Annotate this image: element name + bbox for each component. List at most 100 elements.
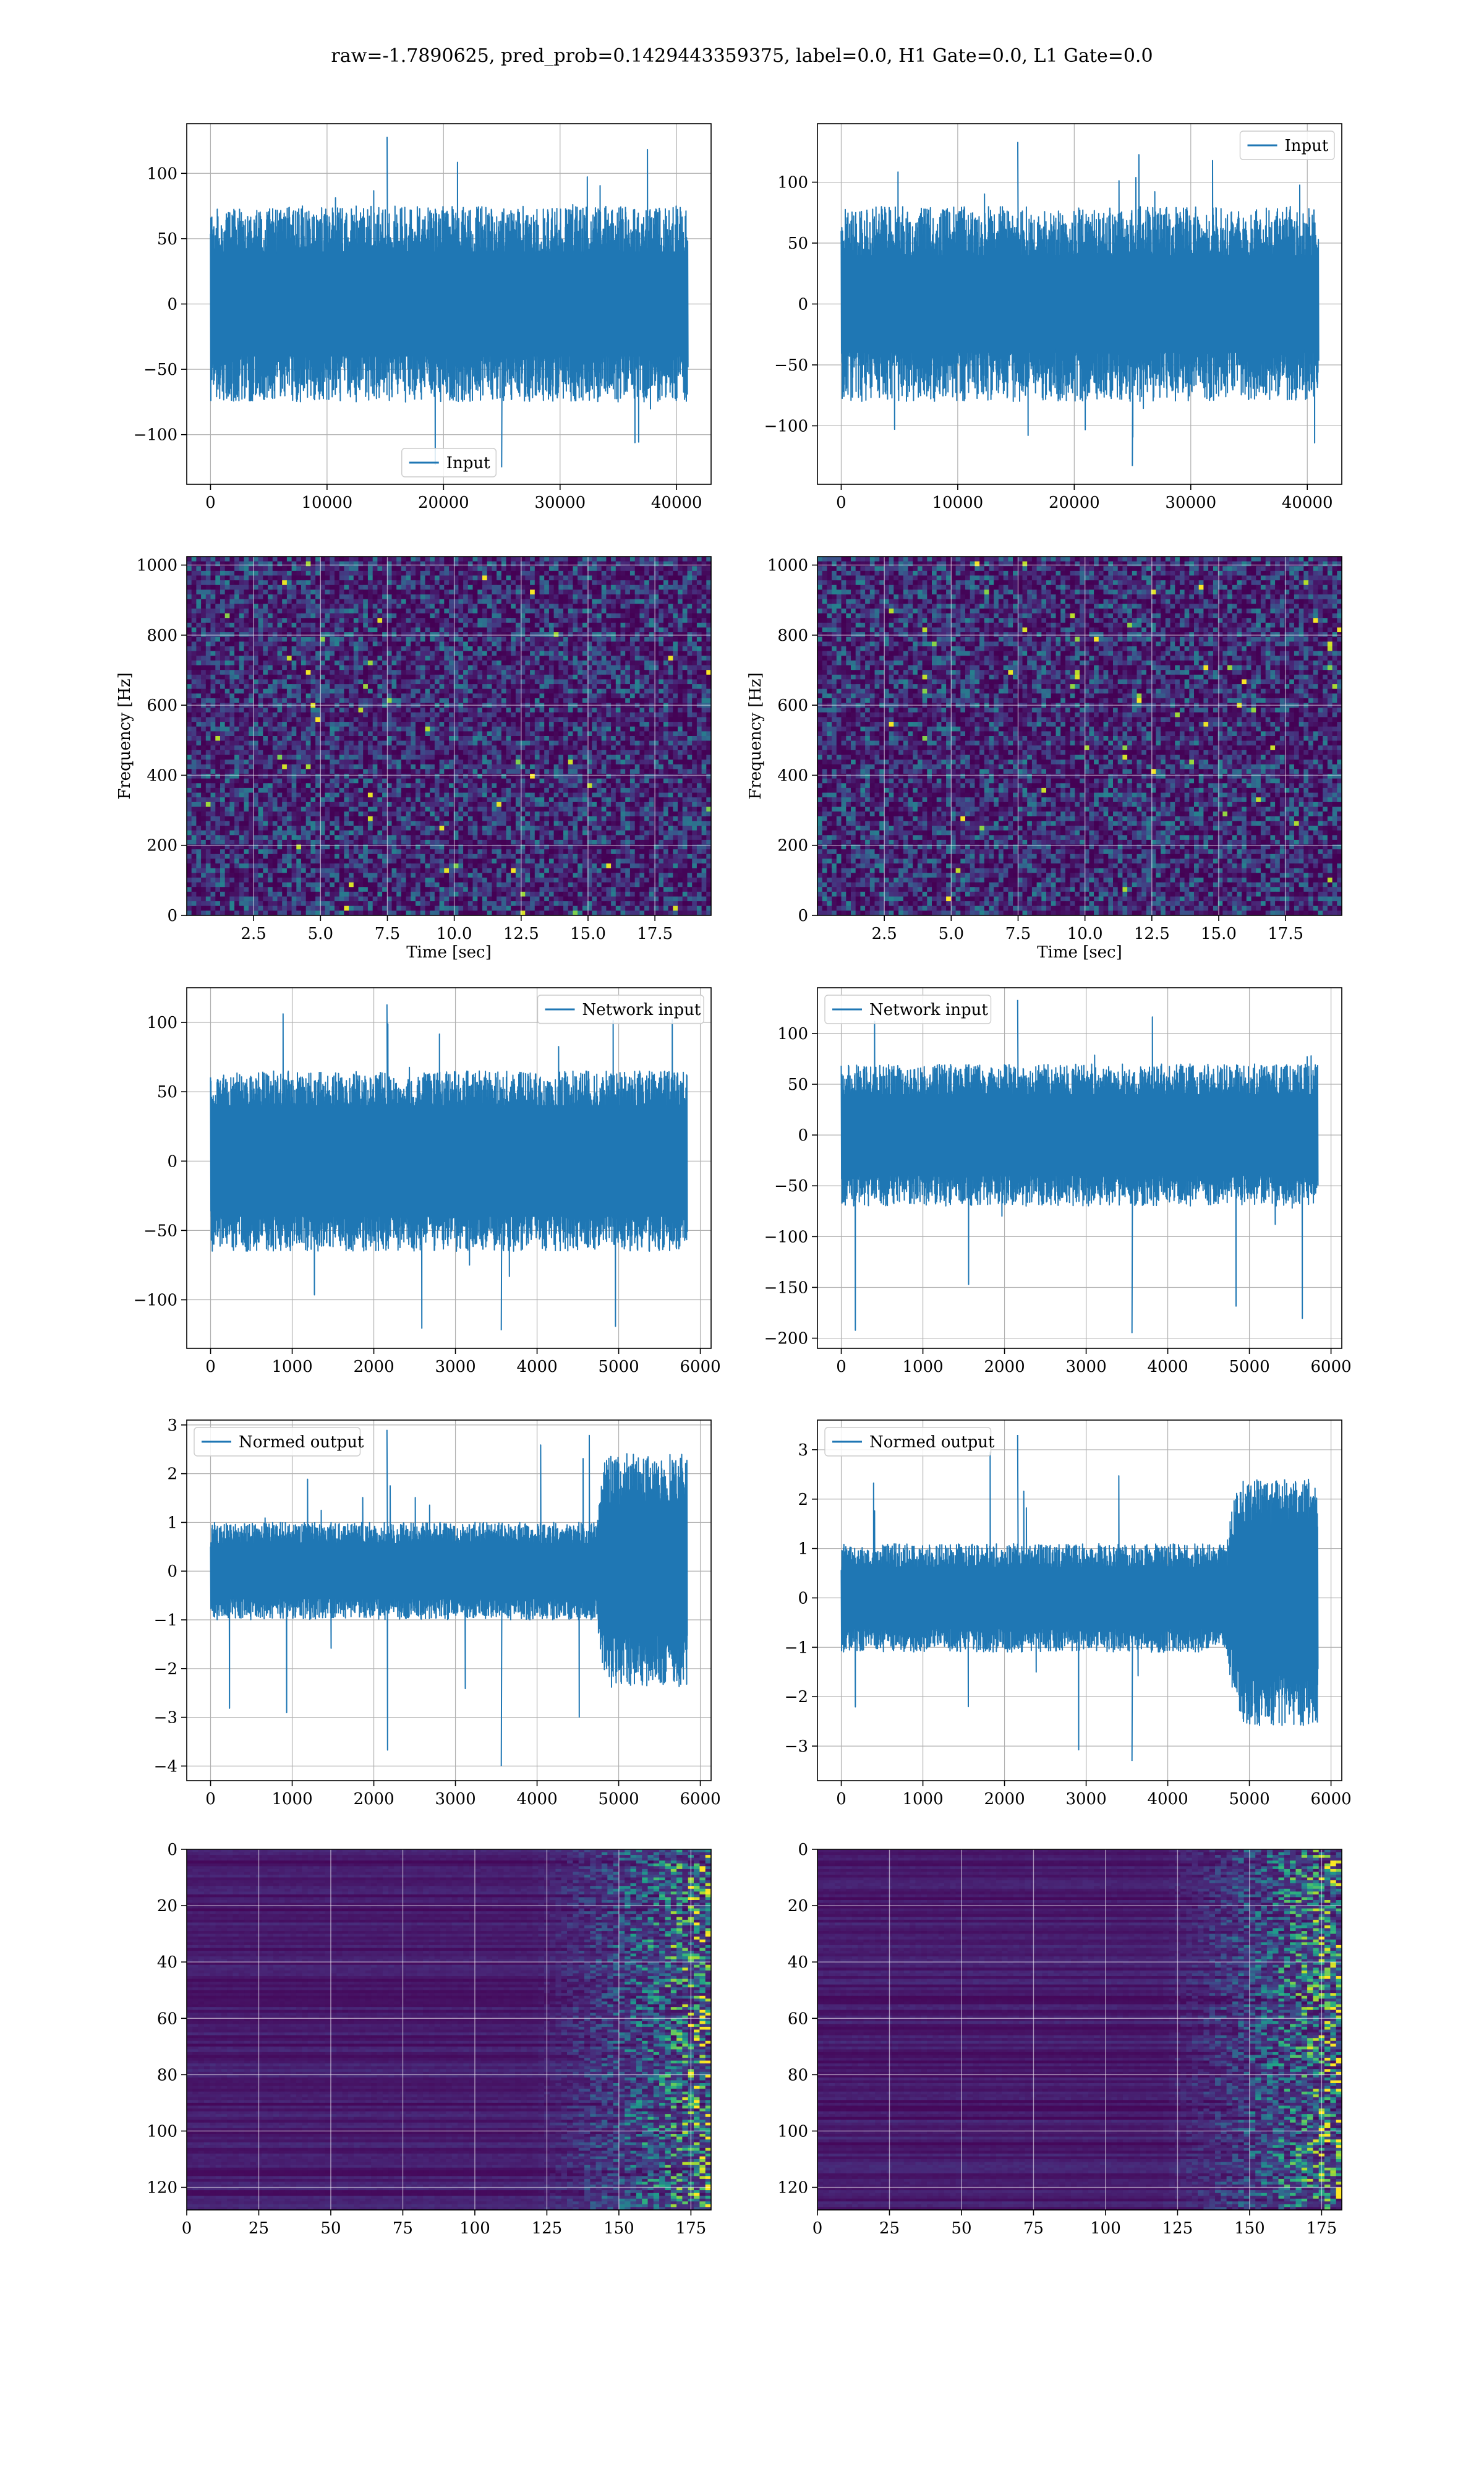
spectrogram-h1-cell [673, 688, 678, 694]
spectrogram-h1-cell [301, 618, 307, 623]
spectrogram-h1-cell [253, 599, 259, 604]
spectrogram-h1-cell [592, 755, 597, 760]
spectrogram-h1-cell [620, 622, 626, 628]
spectrogram-h1-cell [310, 736, 316, 742]
spectrogram-h1-cell [548, 740, 555, 746]
spectrogram-h1-cell [330, 641, 335, 647]
spectrogram-h1-cell [349, 665, 354, 670]
spectrogram-h1-cell [634, 608, 640, 614]
spectrogram-h1-cell [706, 745, 711, 751]
spectrogram-h1-cell [506, 708, 511, 713]
spectrogram-h1-cell [701, 693, 707, 699]
spectrogram-h1-cell [634, 646, 640, 652]
spectrogram-h1-cell [663, 726, 669, 732]
spectrogram-h1-cell [386, 684, 393, 690]
spectrogram-h1-cell [330, 674, 335, 680]
spectrogram-h1-cell [416, 665, 421, 670]
spectrogram-h1-cell [520, 622, 526, 628]
spectrogram-h1-cell [406, 646, 411, 652]
spectrogram-h1-cell [611, 566, 616, 571]
spectrogram-h1-cell [263, 665, 268, 670]
spectrogram-h1-cell [553, 726, 559, 732]
spectrogram-h1-cell [205, 561, 211, 567]
spectrogram-h1-cell [358, 651, 364, 656]
spectrogram-h1-cell [411, 698, 416, 704]
spectrogram-h1-cell [201, 684, 207, 690]
spectrogram-h1-cell [339, 740, 344, 746]
spectrogram-h1-cell [439, 674, 445, 680]
spectrogram-h1-cell [511, 708, 516, 713]
spectrogram-h1-cell [592, 589, 597, 595]
spectrogram-h1-cell [553, 731, 559, 737]
spectrogram-h1-cell [406, 708, 411, 713]
spectrogram-h1-cell [391, 755, 397, 760]
spectrogram-h1-cell [258, 755, 263, 760]
spectrogram-h1-cell [539, 740, 545, 746]
spectrogram-h1-cell [530, 613, 535, 618]
spectrogram-h1-cell [544, 679, 550, 685]
spectrogram-h1-cell [215, 660, 221, 666]
spectrogram-h1-cell [330, 570, 335, 576]
spectrogram-h1-cell [320, 575, 326, 581]
spectrogram-h1-cell [497, 584, 502, 590]
spectrogram-h1-cell [453, 613, 459, 618]
spectrogram-h1-cell [367, 566, 373, 571]
spectrogram-h1-cell [644, 712, 650, 717]
spectrogram-h1-cell [268, 627, 273, 633]
spectrogram-h1-cell [463, 731, 469, 737]
spectrogram-h1-cell [344, 698, 349, 704]
spectrogram-h1-cell [386, 665, 393, 670]
spectrogram-h1-cell [187, 651, 192, 656]
spectrogram-h1-cell [263, 736, 268, 742]
spectrogram-h1-cell [363, 750, 369, 756]
spectrogram-h1-cell [215, 731, 221, 737]
spectrogram-h1-cell [382, 656, 388, 661]
spectrogram-h1-cell [611, 561, 616, 567]
spectrogram-h1-cell [406, 665, 411, 670]
spectrogram-h1-cell [234, 594, 240, 600]
spectrogram-h1-cell [411, 712, 416, 717]
spectrogram-h1-cell [358, 599, 364, 604]
spectrogram-h1-cell [548, 660, 555, 666]
spectrogram-h1-cell [391, 566, 397, 571]
spectrogram-h1-cell [620, 665, 626, 670]
spectrogram-h1-cell [539, 755, 545, 760]
spectrogram-h1-cell [696, 627, 702, 633]
spectrogram-h1-cell [568, 557, 573, 562]
spectrogram-h1-cell [425, 604, 430, 609]
spectrogram-h1-cell [349, 608, 354, 614]
spectrogram-h1-cell [425, 684, 430, 690]
spectrogram-h1-cell [548, 731, 555, 737]
spectrogram-h1-cell [558, 684, 564, 690]
spectrogram-h1-cell [339, 646, 344, 652]
spectrogram-h1-cell [548, 736, 555, 742]
spectrogram-h1-cell [196, 604, 202, 609]
spectrogram-h1-cell [578, 613, 583, 618]
spectrogram-h1-cell [286, 580, 292, 586]
spectrogram-h1-cell [301, 755, 307, 760]
spectrogram-h1-cell [520, 679, 526, 685]
spectrogram-h1-cell [463, 708, 469, 713]
spectrogram-h1-cell [229, 618, 235, 623]
spectrogram-h1-cell [687, 580, 693, 586]
spectrogram-h1-cell [696, 755, 702, 760]
spectrogram-h1-cell [401, 712, 407, 717]
spectrogram-h1-cell [582, 688, 588, 694]
spectrogram-h1-cell [401, 740, 407, 746]
spectrogram-h1-cell [396, 679, 402, 685]
spectrogram-h1-cell [210, 557, 216, 562]
spectrogram-h1-cell [187, 561, 192, 567]
spectrogram-h1-cell [349, 698, 354, 704]
spectrogram-h1-cell [358, 684, 364, 690]
spectrogram-h1-cell [644, 570, 650, 576]
spectrogram-h1-cell [430, 665, 435, 670]
spectrogram-h1-cell [597, 622, 602, 628]
spectrogram-h1-cell [401, 674, 407, 680]
spectrogram-h1-cell [678, 618, 683, 623]
spectrogram-h1-cell [687, 688, 693, 694]
spectrogram-h1-cell [492, 575, 497, 581]
spectrogram-h1-cell [196, 566, 202, 571]
spectrogram-h1-cell [386, 731, 393, 737]
spectrogram-h1-cell [420, 688, 425, 694]
spectrogram-h1-cell [335, 717, 340, 722]
